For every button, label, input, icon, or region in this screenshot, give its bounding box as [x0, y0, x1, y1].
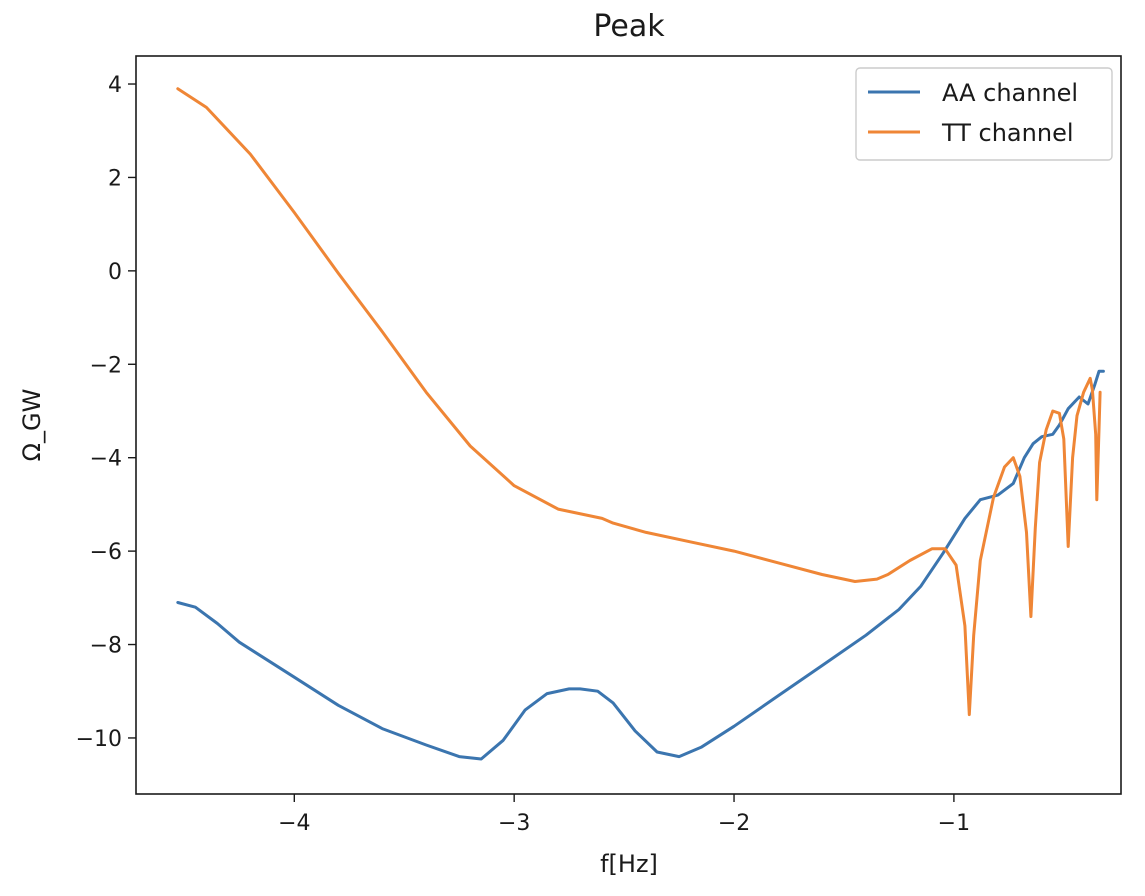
series-line-tt-channel	[176, 87, 1102, 717]
y-tick-label: 2	[108, 166, 122, 191]
y-tick-label: −6	[90, 540, 122, 565]
x-axis: −4 −3 −2 −1	[278, 794, 970, 836]
y-tick-label: −8	[90, 634, 122, 659]
series-line-aa-channel	[176, 369, 1105, 761]
plot-area	[176, 87, 1105, 761]
legend-label-tt-channel: TT channel	[941, 119, 1074, 147]
legend-label-aa-channel: AA channel	[942, 79, 1078, 107]
x-axis-label: f[Hz]	[600, 850, 658, 878]
y-tick-label: −2	[90, 353, 122, 378]
plot-frame	[135, 55, 1122, 795]
y-tick-label: 4	[108, 73, 122, 98]
x-tick-label: −2	[718, 811, 750, 836]
chart-title: Peak	[593, 9, 665, 44]
y-axis-label: Ω_GW	[18, 389, 46, 462]
y-tick-label: −4	[90, 447, 122, 472]
legend: AA channel TT channel	[855, 67, 1113, 161]
x-tick-label: −1	[938, 811, 970, 836]
x-tick-label: −4	[278, 811, 310, 836]
x-tick-label: −3	[498, 811, 530, 836]
y-tick-label: 0	[108, 260, 122, 285]
y-axis: 4 2 0 −2 −4 −6 −8 −10	[76, 73, 136, 752]
y-tick-label: −10	[76, 727, 122, 752]
